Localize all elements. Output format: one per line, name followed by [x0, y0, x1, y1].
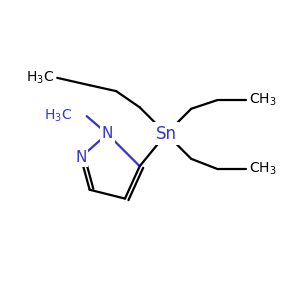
Text: CH$_3$: CH$_3$ — [249, 161, 276, 177]
Text: N: N — [75, 150, 86, 165]
Text: H$_3$C: H$_3$C — [26, 70, 54, 86]
Text: CH$_3$: CH$_3$ — [249, 92, 276, 108]
Text: H$_3$C: H$_3$C — [44, 108, 72, 124]
Text: Sn: Sn — [156, 125, 177, 143]
Text: N: N — [102, 126, 113, 141]
